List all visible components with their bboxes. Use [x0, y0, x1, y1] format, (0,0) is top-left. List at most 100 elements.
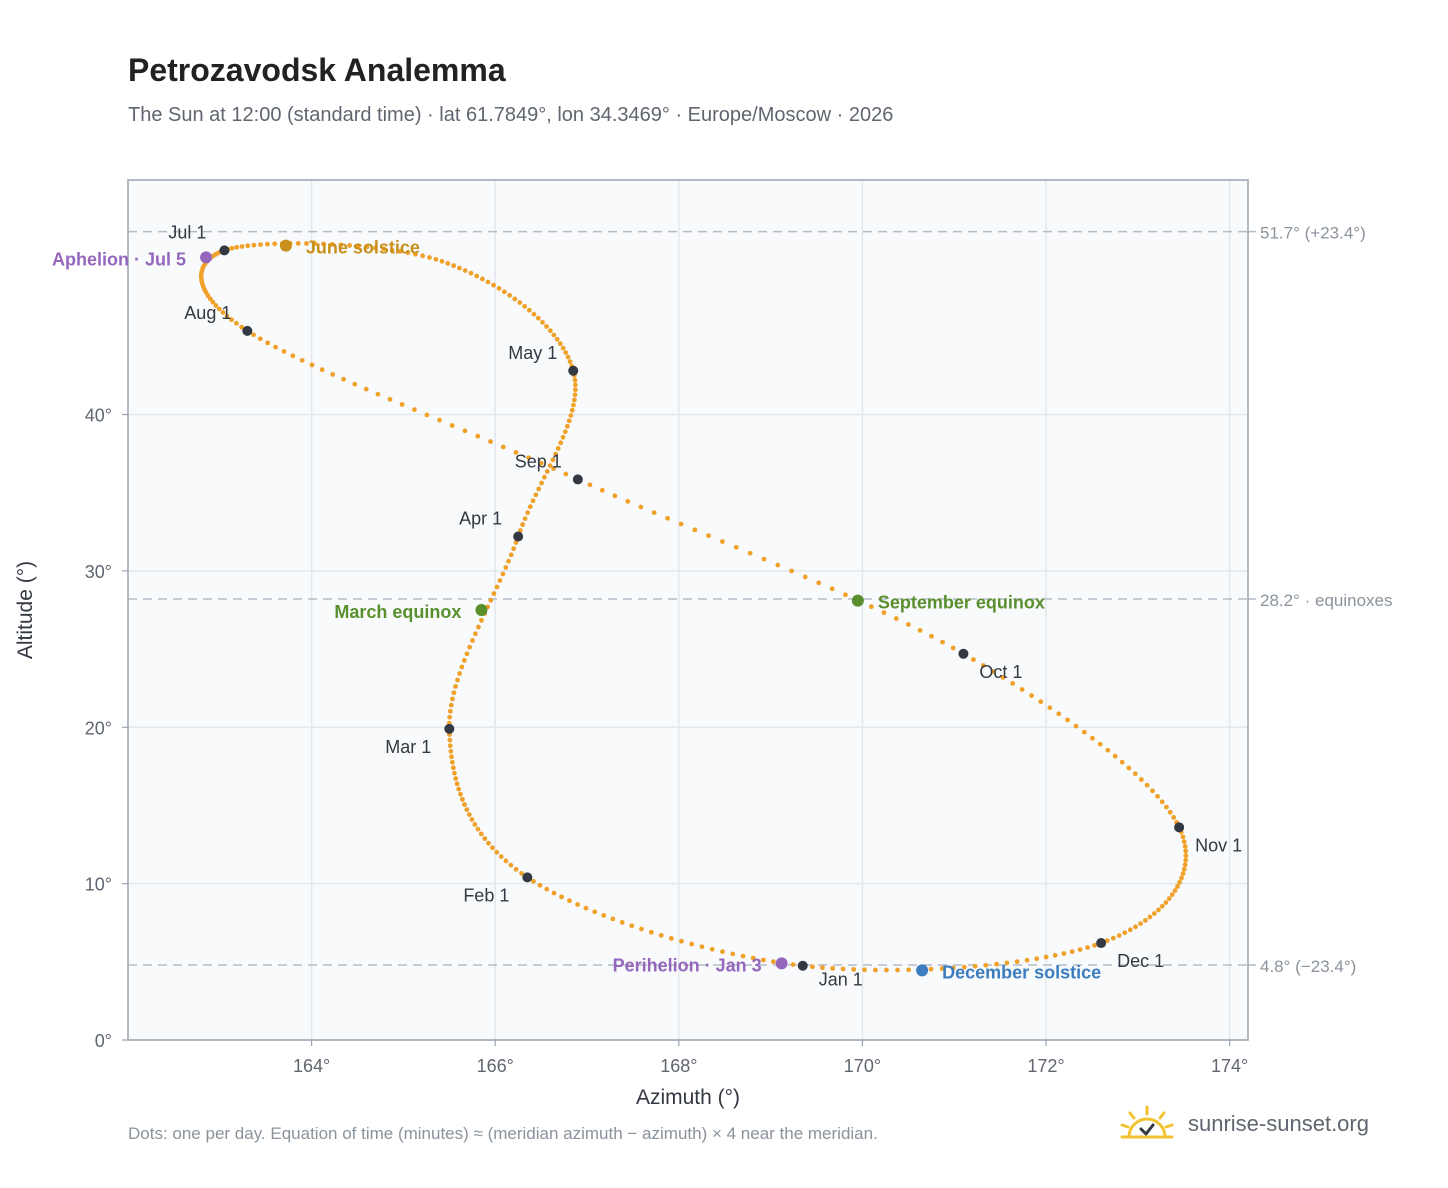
- day-dot: [474, 273, 480, 279]
- day-dot: [658, 932, 664, 938]
- day-dot: [239, 244, 245, 249]
- day-dot: [490, 845, 495, 851]
- brand[interactable]: sunrise-sunset.org: [1120, 1102, 1369, 1146]
- day-dot: [352, 381, 358, 387]
- event-label: Aphelion · Jul 5: [52, 249, 186, 269]
- day-dot: [387, 396, 393, 402]
- day-dot: [1090, 735, 1095, 741]
- day-dot: [1177, 879, 1183, 885]
- day-dot: [1092, 942, 1097, 948]
- day-dot: [554, 336, 560, 342]
- day-dot: [503, 565, 509, 570]
- day-dot: [375, 391, 381, 397]
- day-dot: [513, 866, 519, 872]
- day-dot: [542, 474, 547, 480]
- day-dot: [689, 941, 695, 947]
- day-dot: [364, 244, 370, 250]
- day-dot: [1043, 954, 1049, 960]
- day-dot: [1182, 843, 1188, 849]
- day-dot: [575, 902, 580, 907]
- day-dot: [341, 376, 346, 382]
- chart-title: Petrozavodsk Analemma: [128, 52, 506, 88]
- day-dot: [810, 964, 815, 970]
- axis-ticks: 164° 166° 168° 170° 172° 174° 0° 10° 20° 30° 40°: [85, 406, 1248, 1076]
- day-dot: [304, 241, 309, 246]
- day-dot: [272, 241, 278, 247]
- day-dot: [462, 268, 468, 273]
- day-dot: [517, 300, 523, 305]
- day-dot: [1056, 711, 1062, 717]
- day-dot: [1180, 871, 1186, 877]
- day-dot: [229, 317, 234, 323]
- day-dot: [544, 886, 550, 892]
- month-marker: [572, 474, 583, 485]
- day-dot: [257, 336, 263, 342]
- day-dot: [457, 671, 463, 676]
- day-dot: [479, 617, 484, 623]
- day-dot: [851, 967, 857, 972]
- day-dot: [363, 386, 369, 392]
- event-marker: [851, 594, 864, 607]
- day-dot: [1097, 741, 1103, 747]
- day-dot: [612, 493, 618, 499]
- day-dot: [961, 964, 967, 970]
- day-dot: [488, 439, 493, 444]
- day-dot: [273, 344, 278, 350]
- day-dot: [668, 935, 674, 941]
- day-dot: [234, 244, 240, 250]
- day-dot: [1150, 788, 1155, 794]
- month-marker: [219, 245, 230, 256]
- day-dot: [562, 429, 568, 435]
- day-dot: [525, 510, 531, 516]
- day-dot: [1065, 717, 1070, 723]
- day-dot: [572, 377, 578, 383]
- day-dot: [519, 870, 524, 876]
- day-dot: [450, 696, 455, 702]
- day-dot: [462, 802, 467, 807]
- day-dot: [216, 306, 222, 312]
- day-dot: [651, 510, 657, 516]
- x-tick-label: 174°: [1211, 1056, 1248, 1076]
- day-dot: [451, 263, 457, 269]
- day-dot: [478, 831, 484, 837]
- day-dot: [537, 882, 543, 888]
- day-dot: [1175, 884, 1180, 889]
- day-dot: [1034, 956, 1040, 962]
- day-dot: [1116, 933, 1122, 938]
- day-dot: [462, 428, 468, 434]
- event-markers: June solstice Aphelion · Jul 5 March equin…: [52, 238, 1101, 983]
- day-dot: [439, 258, 445, 264]
- day-dot: [802, 574, 808, 580]
- day-dot: [1029, 693, 1034, 698]
- day-dot: [485, 279, 491, 285]
- day-dot: [399, 402, 405, 407]
- day-dot: [373, 245, 378, 251]
- event-marker: [279, 239, 292, 252]
- x-tick-label: 168°: [660, 1056, 697, 1076]
- event-label: September equinox: [878, 593, 1045, 613]
- day-dot: [251, 332, 256, 338]
- day-dot: [258, 242, 263, 247]
- day-dot: [555, 446, 561, 451]
- day-dot: [629, 923, 635, 929]
- day-dot: [884, 967, 889, 973]
- day-dot: [990, 669, 996, 674]
- day-dot: [330, 372, 336, 377]
- day-dot: [730, 951, 736, 957]
- day-dot: [551, 466, 556, 472]
- plot-border: [127, 179, 1249, 1041]
- month-label: Feb 1: [463, 885, 509, 905]
- day-dot: [1126, 765, 1132, 771]
- day-dot: [750, 955, 756, 961]
- day-dot: [526, 307, 532, 313]
- day-dot: [1014, 959, 1020, 965]
- day-dot: [544, 324, 549, 329]
- day-dot: [572, 392, 578, 398]
- day-dot: [491, 591, 497, 597]
- day-dot: [1151, 911, 1157, 916]
- day-dot: [550, 457, 556, 463]
- day-dot: [1105, 747, 1111, 753]
- month-label: Oct 1: [979, 662, 1022, 682]
- day-dot: [1019, 687, 1025, 692]
- day-dot: [507, 292, 513, 298]
